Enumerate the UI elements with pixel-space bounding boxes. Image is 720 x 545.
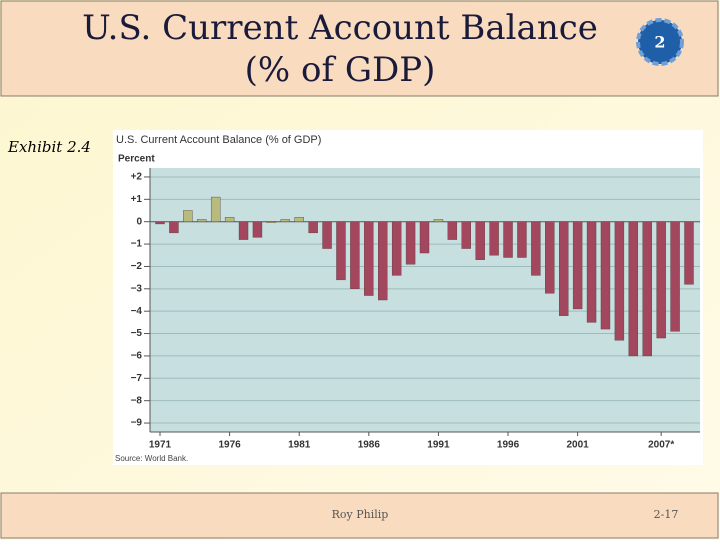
x-tick-label: 2001 (567, 440, 590, 451)
x-tick-label: 1996 (497, 440, 520, 451)
x-tick-label: 1981 (288, 440, 311, 451)
footer-author: Roy Philip (332, 508, 389, 521)
bar (531, 221, 541, 276)
y-tick-label: 0 (136, 216, 142, 227)
bar (378, 221, 388, 301)
bar (545, 221, 555, 294)
bar (197, 219, 207, 222)
bar (294, 217, 304, 222)
bar (642, 221, 652, 357)
badge (636, 18, 684, 66)
y-tick-label: −2 (131, 261, 143, 272)
chart-title: U.S. Current Account Balance (% of GDP) (116, 134, 321, 146)
bar (628, 221, 639, 357)
y-tick-label: −5 (131, 328, 143, 339)
y-tick-label: −8 (131, 395, 143, 406)
y-tick-label: +2 (131, 172, 143, 183)
bar (461, 221, 471, 249)
y-tick-label: −9 (131, 418, 143, 429)
x-tick-label: 2007* (648, 440, 674, 451)
bar (364, 221, 374, 296)
bar (336, 221, 346, 281)
title-box (0, 0, 719, 97)
y-tick-label: −1 (131, 239, 143, 250)
slide-title: U.S. Current Account Balance (82, 8, 598, 48)
bar (670, 221, 680, 332)
footer-page: 2-17 (654, 508, 679, 521)
bar (266, 221, 277, 223)
bar (308, 221, 318, 234)
footer-box (0, 492, 719, 539)
y-tick-label: −7 (131, 373, 143, 384)
x-tick-label: 1991 (427, 440, 450, 451)
bar (350, 221, 360, 290)
bar (475, 221, 485, 260)
bar (684, 221, 694, 285)
bar (238, 221, 249, 240)
bar (600, 221, 611, 330)
x-tick-label: 1976 (218, 440, 241, 451)
bar (656, 221, 666, 339)
bar (447, 221, 458, 240)
y-tick-label: −6 (131, 351, 143, 362)
source: Source: World Bank. (115, 454, 188, 463)
bar (503, 221, 513, 258)
bar (614, 221, 625, 341)
badge-number: 2 (654, 33, 665, 52)
x-tick-label: 1971 (149, 440, 172, 451)
bar (489, 221, 499, 256)
y-axis-label: Percent (118, 154, 155, 165)
bar (405, 221, 416, 265)
bar (183, 210, 193, 222)
y-tick-label: −3 (131, 283, 143, 294)
exhibit-label: Exhibit 2.4 (7, 138, 91, 156)
x-tick-label: 1986 (358, 440, 381, 451)
y-tick-label: +1 (131, 194, 143, 205)
bar (517, 221, 527, 258)
bar (391, 221, 402, 276)
bar (559, 221, 569, 316)
bar (419, 221, 430, 254)
bar (155, 221, 165, 225)
bar (586, 221, 597, 323)
bar (572, 221, 583, 310)
bar (224, 217, 235, 222)
bar (280, 219, 290, 222)
y-tick-label: −4 (131, 306, 143, 317)
bar (169, 221, 179, 234)
bar (252, 221, 263, 238)
slide-title: (% of GDP) (245, 50, 436, 90)
plot: +2 +1 0 −1 −2 −3 −4 −5 −6 −7 −8 −9 1971 1976 1981 1986 1… (131, 168, 700, 451)
bar (433, 219, 444, 222)
bar (210, 196, 221, 222)
bar (322, 221, 332, 249)
